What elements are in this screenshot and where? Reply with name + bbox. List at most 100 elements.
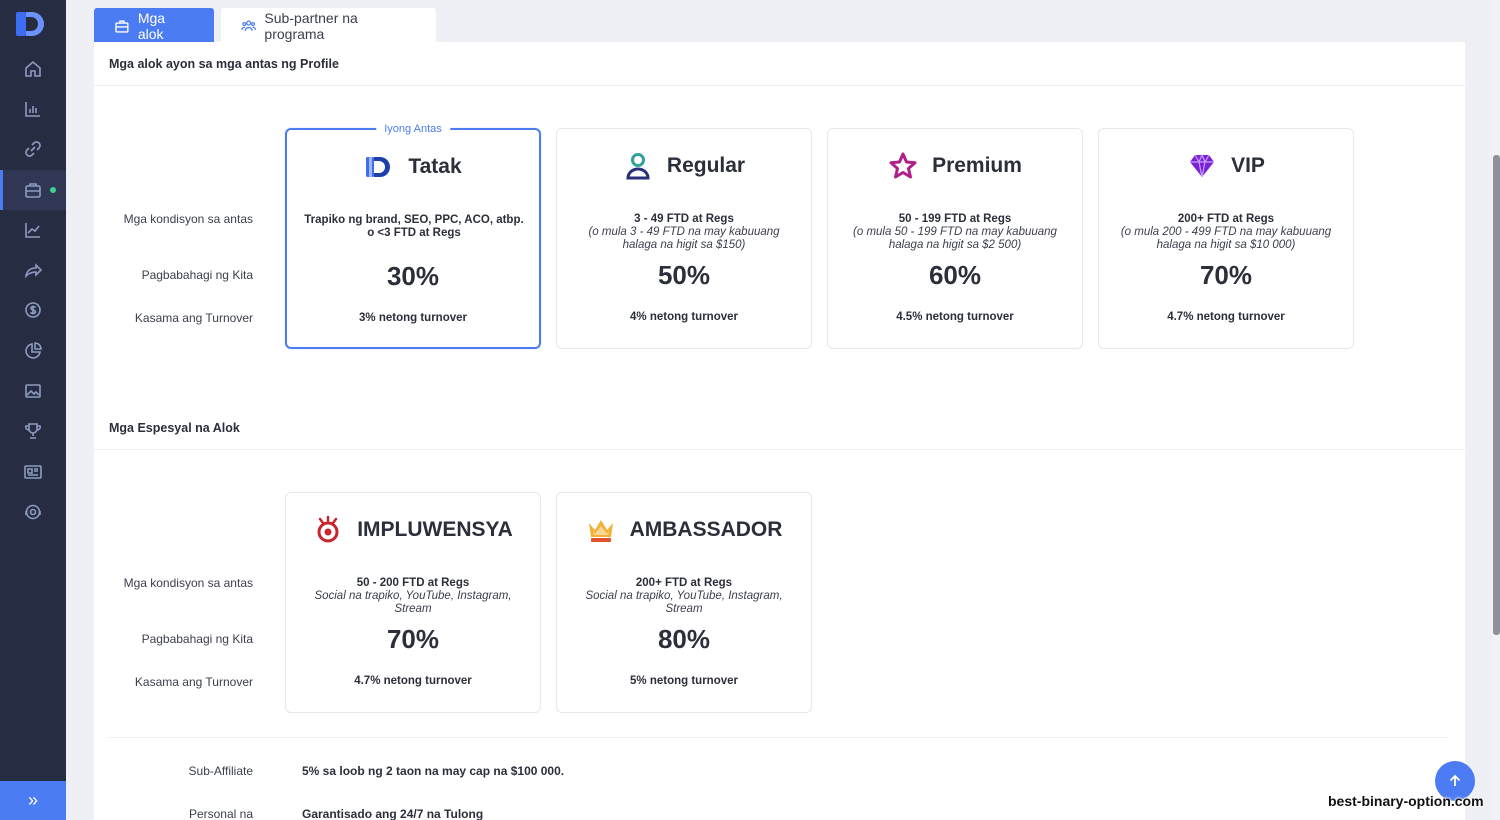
nav-links[interactable]: [0, 129, 66, 169]
nav-statistics[interactable]: [0, 89, 66, 129]
condition-sub: (o mula 200 - 499 FTD na may kabuuang ha…: [1120, 226, 1332, 251]
profit-share-value: 70%: [386, 624, 440, 654]
nav-support[interactable]: [0, 492, 66, 532]
row-label-profit-share: Pagbabahagi ng Kita: [141, 268, 253, 282]
offer-name: IMPLUWENSYA: [357, 518, 513, 541]
stats-icon: [25, 102, 40, 117]
level-name: Regular: [666, 154, 746, 177]
level-card-vip[interactable]: VIP 200+ FTD at Regs (o mula 200 - 499 F…: [1098, 128, 1354, 349]
subaffiliate-value: 5% sa loob ng 2 taon na may cap na $100 …: [302, 764, 565, 778]
offer-conditions: 50 - 200 FTD at Regs Social na trapiko, …: [300, 577, 526, 616]
nav-payments[interactable]: [0, 290, 66, 330]
active-indicator: [50, 187, 56, 193]
condition-main: 50 - 200 FTD at Regs: [356, 577, 470, 589]
special-card-influencer[interactable]: IMPLUWENSYA 50 - 200 FTD at Regs Social …: [285, 492, 541, 713]
turnover-value: 3% netong turnover: [359, 312, 467, 324]
users-icon: [241, 20, 257, 31]
nav-contests[interactable]: [0, 411, 66, 451]
target-icon: [317, 515, 339, 543]
special-section-title: Mga Espesyal na Alok: [109, 421, 240, 435]
profit-share-value: 80%: [657, 624, 711, 654]
level-conditions: 50 - 199 FTD at Regs (o mula 50 - 199 FT…: [842, 213, 1068, 252]
crown-icon: [588, 520, 613, 542]
nav-share[interactable]: [0, 250, 66, 290]
divider: [109, 737, 1449, 738]
turnover-value: 5% netong turnover: [630, 675, 738, 687]
condition-sub: Social na trapiko, YouTube, Instagram, S…: [314, 590, 512, 615]
level-name: VIP: [1231, 154, 1265, 177]
share-icon: [24, 263, 43, 279]
offer-name: AMBASSADOR: [629, 518, 783, 541]
special-card-ambassador[interactable]: AMBASSADOR 200+ FTD at Regs Social na tr…: [556, 492, 812, 713]
trophy-icon: [25, 423, 41, 439]
turnover-value: 4.5% netong turnover: [896, 311, 1014, 323]
level-card-tatak[interactable]: Iyong Antas Tatak Trapiko ng brand, SEO,…: [285, 123, 541, 349]
watermark: best-binary-option.com: [1328, 793, 1484, 809]
profit-share-value: 70%: [1199, 260, 1253, 290]
level-name: Premium: [932, 154, 1022, 177]
level-name: Tatak: [408, 155, 462, 178]
nav-reports[interactable]: [0, 331, 66, 371]
nav-promo[interactable]: [0, 371, 66, 411]
dollar-icon: [25, 302, 41, 318]
turnover-value: 4.7% netong turnover: [1167, 311, 1285, 323]
tab-subpartner[interactable]: Sub-partner na programa: [221, 8, 436, 43]
offers-panel: Mga alok ayon sa mga antas ng Profile Mg…: [94, 42, 1465, 820]
condition-sub: (o mula 3 - 49 FTD na may kabuuang halag…: [588, 226, 780, 251]
profit-share-value: 30%: [386, 261, 440, 291]
diamond-icon: [1190, 153, 1215, 178]
current-level-tag: Iyong Antas: [376, 123, 450, 135]
condition-sub: (o mula 50 - 199 FTD na may kabuuang hal…: [853, 226, 1057, 251]
nav-news[interactable]: [0, 452, 66, 492]
profit-share-value: 50%: [657, 260, 711, 290]
nav-home[interactable]: [0, 49, 66, 89]
sidebar: »: [0, 0, 66, 820]
row-label-conditions: Mga kondisyon sa antas: [123, 212, 253, 226]
expand-sidebar-button[interactable]: »: [0, 781, 66, 820]
star-icon: [889, 152, 917, 179]
condition-main: Trapiko ng brand, SEO, PPC, ACO, atbp. o…: [304, 214, 524, 239]
condition-main: 200+ FTD at Regs: [1177, 213, 1275, 225]
divider: [94, 449, 1465, 450]
nav-analytics[interactable]: [0, 210, 66, 250]
turnover-value: 4% netong turnover: [630, 311, 738, 323]
offer-conditions: 200+ FTD at Regs Social na trapiko, YouT…: [571, 577, 797, 616]
condition-sub: Social na trapiko, YouTube, Instagram, S…: [585, 590, 783, 615]
news-icon: [24, 465, 42, 479]
pie-chart-icon: [25, 342, 42, 359]
condition-main: 50 - 199 FTD at Regs: [898, 213, 1012, 225]
brand-logo[interactable]: [14, 9, 50, 39]
turnover-value: 4.7% netong turnover: [354, 675, 472, 687]
level-conditions: 200+ FTD at Regs (o mula 200 - 499 FTD n…: [1113, 213, 1339, 252]
row-label-profit-share: Pagbabahagi ng Kita: [141, 632, 253, 646]
tab-offers[interactable]: Mga alok: [94, 8, 214, 43]
scrollbar-thumb[interactable]: [1493, 155, 1500, 635]
condition-main: 200+ FTD at Regs: [635, 577, 733, 589]
briefcase-icon: [25, 183, 41, 198]
row-label-turnover: Kasama ang Turnover: [134, 675, 253, 689]
level-conditions: 3 - 49 FTD at Regs (o mula 3 - 49 FTD na…: [571, 213, 797, 252]
scroll-to-top-button[interactable]: [1435, 761, 1475, 801]
personal-label: Personal na: [188, 807, 253, 820]
level-card-premium[interactable]: Premium 50 - 199 FTD at Regs (o mula 50 …: [827, 128, 1083, 349]
image-icon: [25, 384, 41, 398]
user-icon: [626, 153, 650, 180]
profile-section-title: Mga alok ayon sa mga antas ng Profile: [109, 57, 339, 71]
nav-offers[interactable]: [0, 170, 66, 210]
brand-logo-icon: [366, 157, 391, 177]
link-icon: [25, 141, 41, 157]
row-label-conditions: Mga kondisyon sa antas: [123, 576, 253, 590]
double-chevron-right-icon: »: [27, 790, 38, 810]
trend-icon: [25, 223, 40, 238]
support-icon: [25, 504, 41, 520]
profit-share-value: 60%: [928, 260, 982, 290]
tab-offers-label: Mga alok: [137, 9, 166, 42]
home-icon: [25, 60, 41, 77]
level-card-regular[interactable]: Regular 3 - 49 FTD at Regs (o mula 3 - 4…: [556, 128, 812, 349]
condition-main: 3 - 49 FTD at Regs: [634, 213, 734, 225]
level-conditions: Trapiko ng brand, SEO, PPC, ACO, atbp. o…: [301, 214, 527, 240]
arrow-up-icon: [1449, 774, 1461, 786]
personal-value: Garantisado ang 24/7 na Tulong: [302, 807, 484, 820]
briefcase-icon: [115, 19, 129, 33]
row-label-turnover: Kasama ang Turnover: [134, 311, 253, 325]
